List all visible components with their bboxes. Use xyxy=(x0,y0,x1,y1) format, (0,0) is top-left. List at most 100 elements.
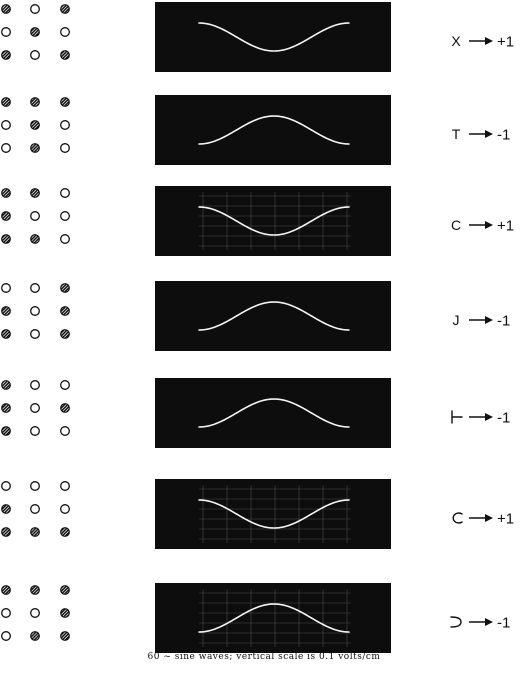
scope-screen xyxy=(198,115,350,145)
hatched-dot xyxy=(30,631,40,641)
hatched-dot xyxy=(60,608,70,618)
label-svg: C +1 xyxy=(451,217,514,235)
pattern-row-3: C +1 xyxy=(0,186,528,256)
hatched-dot xyxy=(60,50,70,60)
symbol-letter: T xyxy=(452,126,461,142)
dot-grid-svg xyxy=(1,283,70,339)
hatched-dot xyxy=(1,329,11,339)
left-t-bracket-symbol xyxy=(451,410,463,424)
right-arrow-icon xyxy=(469,37,493,45)
scope-screen xyxy=(198,485,351,543)
hollow-dot xyxy=(60,380,70,390)
hollow-dot xyxy=(60,211,70,221)
c-symbol: C xyxy=(451,217,461,233)
hollow-dot xyxy=(60,120,70,130)
scope-screen xyxy=(198,192,351,250)
hollow-dot xyxy=(30,504,40,514)
hatched-dot xyxy=(1,306,11,316)
reverse-c-symbol xyxy=(450,616,462,628)
hollow-dot xyxy=(30,211,40,221)
dot-pattern-grid xyxy=(0,2,80,62)
hollow-dot xyxy=(1,120,11,130)
hatched-dot xyxy=(60,97,70,107)
hatched-dot xyxy=(1,527,11,537)
hollow-dot xyxy=(1,283,11,293)
oscilloscope-trace xyxy=(155,479,391,549)
x-symbol: X xyxy=(451,33,461,49)
dot-grid-svg xyxy=(1,481,70,537)
scope-screen xyxy=(198,589,351,647)
dot-grid-svg xyxy=(1,585,70,641)
hatched-dot xyxy=(30,188,40,198)
hollow-dot xyxy=(1,27,11,37)
dot-pattern-grid xyxy=(0,583,80,643)
hatched-dot xyxy=(1,380,11,390)
pattern-row-6: +1 xyxy=(0,479,528,549)
dot-grid-svg xyxy=(1,97,70,153)
symbol-letter: X xyxy=(451,33,461,49)
label-svg: T -1 xyxy=(452,126,511,144)
symbol-result-label: -1 xyxy=(449,406,524,428)
result-value: -1 xyxy=(497,127,510,144)
hollow-dot xyxy=(30,4,40,14)
sine-wave-trace xyxy=(198,206,350,236)
scope-screen xyxy=(198,301,350,331)
hatched-dot xyxy=(1,50,11,60)
result-value: -1 xyxy=(497,313,510,330)
oscilloscope-trace xyxy=(155,2,391,72)
graticule-grid xyxy=(199,485,351,543)
hollow-dot xyxy=(30,50,40,60)
result-value: +1 xyxy=(497,218,514,235)
sine-wave-trace xyxy=(198,499,350,529)
j-symbol: J xyxy=(453,312,460,328)
hatched-dot xyxy=(30,585,40,595)
hollow-dot xyxy=(60,27,70,37)
sine-wave-trace xyxy=(198,115,350,145)
pattern-row-7: -1 xyxy=(0,583,528,653)
right-arrow-icon xyxy=(469,316,493,324)
hatched-dot xyxy=(60,4,70,14)
oscilloscope-trace xyxy=(155,95,391,165)
pattern-row-1: X +1 xyxy=(0,2,528,72)
dot-grid-svg xyxy=(1,380,70,436)
oscilloscope-trace xyxy=(155,583,391,653)
hollow-dot xyxy=(30,403,40,413)
dot-pattern-grid xyxy=(0,95,80,155)
symbol-result-label: +1 xyxy=(449,507,524,529)
hollow-dot xyxy=(60,234,70,244)
sine-wave-trace xyxy=(198,398,350,428)
hatched-dot xyxy=(1,426,11,436)
scope-screen xyxy=(198,22,350,52)
label-svg: X +1 xyxy=(451,33,514,51)
t-symbol: T xyxy=(452,126,461,142)
sine-wave-trace xyxy=(198,301,350,331)
graticule-grid xyxy=(199,192,351,250)
label-svg: -1 xyxy=(450,615,510,632)
symbol-result-label: J -1 xyxy=(449,309,524,331)
hollow-dot xyxy=(30,608,40,618)
symbol-result-label: X +1 xyxy=(449,30,524,52)
dot-pattern-grid xyxy=(0,281,80,341)
hatched-dot xyxy=(60,527,70,537)
hatched-dot xyxy=(1,585,11,595)
hollow-dot xyxy=(1,143,11,153)
dot-grid-svg xyxy=(1,4,70,60)
hatched-dot xyxy=(30,97,40,107)
hatched-dot xyxy=(60,585,70,595)
oscilloscope-trace xyxy=(155,281,391,351)
open-c-symbol xyxy=(452,512,463,524)
hollow-dot xyxy=(30,306,40,316)
right-arrow-icon xyxy=(469,514,493,522)
hatched-dot xyxy=(60,631,70,641)
hatched-dot xyxy=(30,143,40,153)
label-svg: +1 xyxy=(452,511,514,528)
result-value: -1 xyxy=(497,410,510,427)
hollow-dot xyxy=(60,426,70,436)
hatched-dot xyxy=(30,527,40,537)
hatched-dot xyxy=(60,283,70,293)
hatched-dot xyxy=(30,234,40,244)
hatched-dot xyxy=(1,403,11,413)
hollow-dot xyxy=(1,481,11,491)
graticule-grid xyxy=(199,589,351,647)
scope-screen xyxy=(198,398,350,428)
